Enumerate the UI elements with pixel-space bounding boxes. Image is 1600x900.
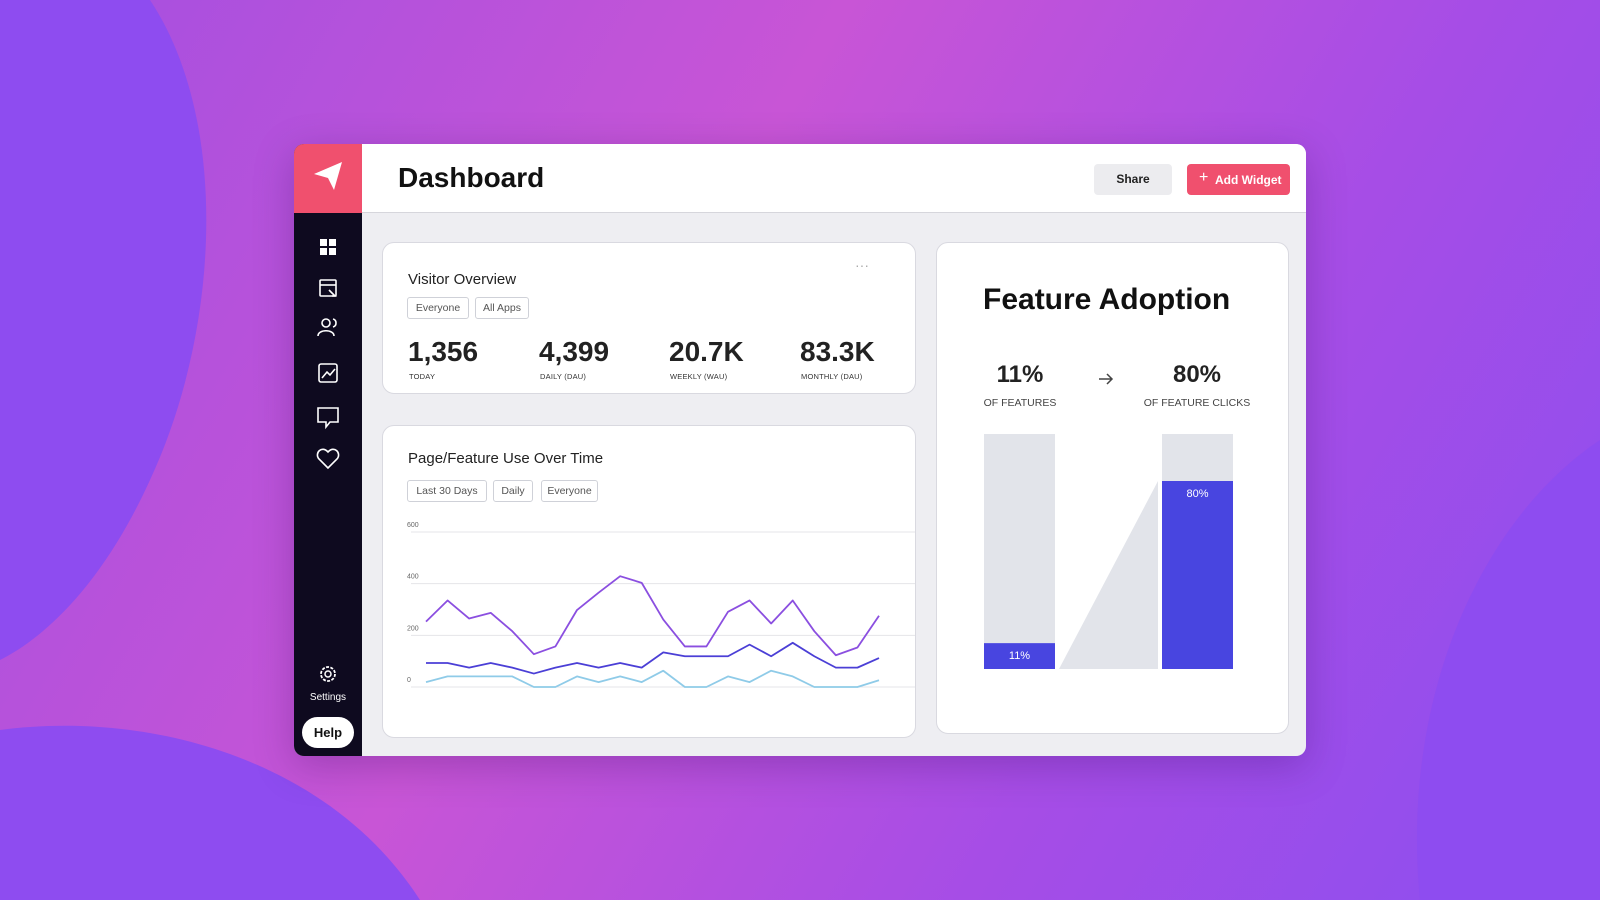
line-chart: 0 200 400 600 [407, 522, 915, 688]
card-title: Visitor Overview [408, 271, 517, 288]
arrow-icon [1099, 373, 1114, 385]
filter-chip[interactable]: Daily [493, 480, 533, 502]
bar-track [984, 434, 1055, 669]
y-tick-label: 400 [407, 574, 419, 581]
sidebar [294, 144, 362, 756]
flow-connector [1059, 481, 1158, 669]
stat-label: OF FEATURE CLICKS [1143, 397, 1251, 409]
stat-label: MONTHLY (DAU) [801, 372, 863, 381]
stat-label: DAILY (DAU) [540, 372, 587, 381]
settings-label[interactable]: Settings [309, 692, 347, 703]
stat-value: 80% [1172, 361, 1222, 388]
share-button[interactable]: Share [1094, 164, 1172, 195]
feature-use-card: Page/Feature Use Over Time Last 30 Days … [382, 425, 916, 738]
adoption-card: Feature Adoption 11% OF FEATURES 80% OF … [936, 242, 1289, 734]
logo[interactable] [294, 144, 362, 213]
bar-chart: 11% 80% [984, 434, 1233, 669]
line-series [426, 641, 880, 675]
bar-label: 80% [1186, 488, 1208, 500]
stat-value: 11% [996, 361, 1044, 388]
add-widget-label: Add Widget [1215, 173, 1282, 187]
stat-label: OF FEATURES [983, 397, 1057, 409]
card-title: Feature Adoption [983, 283, 1231, 316]
stat-label: WEEKLY (WAU) [670, 372, 728, 381]
settings-icon[interactable] [318, 664, 338, 684]
filter-chip[interactable]: All Apps [475, 297, 529, 319]
bar-label: 11% [1009, 650, 1030, 662]
stat-value: 20.7K [669, 336, 744, 367]
filter-chip[interactable]: Last 30 Days [407, 480, 487, 502]
stat-label: TODAY [409, 372, 436, 381]
page-title: Dashboard [398, 162, 545, 193]
filter-chip[interactable]: Everyone [541, 480, 598, 502]
line-series [425, 575, 880, 657]
card-title: Page/Feature Use Over Time [408, 450, 604, 467]
plus-icon: + [1199, 169, 1209, 186]
help-button[interactable]: Help [302, 717, 354, 748]
visitor-card: Visitor Overview ··· Everyone All Apps 1… [382, 242, 916, 394]
filter-chip[interactable]: Everyone [407, 297, 469, 319]
stat-value: 1,356 [408, 336, 479, 367]
y-tick-label: 200 [407, 625, 419, 632]
line-series [425, 669, 880, 688]
nav-icons[interactable] [308, 230, 348, 630]
bar [984, 643, 1055, 669]
menu-dots[interactable]: ··· [855, 257, 869, 273]
bar [1162, 481, 1233, 669]
stat-value: 4,399 [539, 336, 610, 367]
add-widget-button[interactable]: + Add Widget [1187, 164, 1290, 195]
y-tick-label: 600 [407, 522, 419, 529]
y-tick-label: 0 [407, 677, 411, 684]
stat-value: 83.3K [800, 336, 875, 367]
